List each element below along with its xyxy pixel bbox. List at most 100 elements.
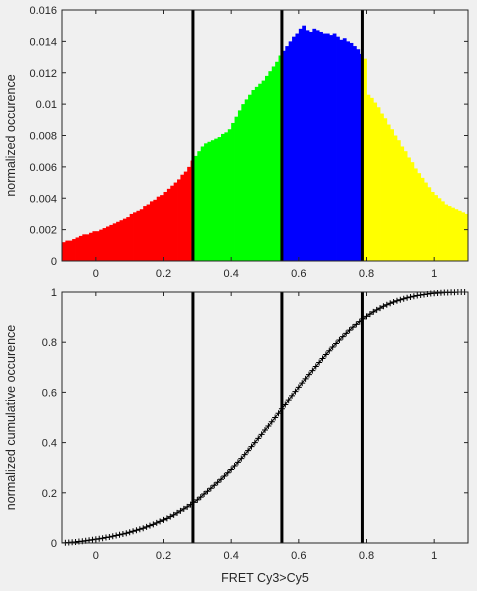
cumulative-point-marker [373, 306, 380, 313]
histogram-bar [319, 31, 323, 262]
histogram-bar [224, 132, 229, 261]
histogram-bar [434, 195, 438, 261]
cumulative-point-marker [89, 536, 96, 543]
histogram-x-tick-label: 1 [431, 268, 437, 280]
cumulative-point-marker [387, 300, 394, 307]
histogram-bar [122, 218, 127, 261]
cumulative-point-marker [146, 522, 153, 529]
cumulative-point-marker [289, 392, 296, 399]
cumulative-point-marker [275, 410, 282, 417]
cumulative-point-marker [194, 496, 201, 503]
cumulative-point-marker [377, 305, 384, 312]
cumulative-point-marker [397, 296, 404, 303]
histogram-bar [149, 201, 154, 261]
cumulative-point-marker [316, 359, 323, 366]
cumulative-point-marker [251, 439, 258, 446]
histogram-bar [254, 86, 259, 262]
histogram-bar [366, 94, 371, 262]
histogram-bar [261, 80, 266, 261]
cumulative-point-marker [390, 299, 397, 306]
cumulative-point-marker [238, 455, 245, 462]
cumulative-point-marker [109, 533, 116, 540]
cumulative-y-axis-label: normalized cumulative occurence [4, 325, 18, 511]
histogram-x-tick-label: 0.4 [224, 268, 239, 280]
histogram-bar [217, 137, 222, 261]
cumulative-point-marker [160, 516, 167, 523]
histogram-bar [166, 188, 171, 261]
histogram-y-tick-label: 0.01 [36, 99, 57, 111]
histogram-bar [383, 118, 388, 262]
cumulative-y-tick-label: 0.6 [42, 387, 57, 399]
histogram-bar [288, 41, 293, 261]
cumulative-point-marker [190, 499, 197, 506]
histogram-bar [112, 223, 117, 261]
cumulative-point-marker [211, 482, 218, 489]
cumulative-x-tick-label: 0 [93, 550, 99, 562]
histogram-bar [116, 221, 120, 261]
cumulative-point-marker [241, 451, 248, 458]
cumulative-x-tick-label: 0.8 [359, 550, 374, 562]
cumulative-point-marker [346, 327, 353, 334]
cumulative-point-marker [258, 431, 265, 438]
cumulative-point-marker [319, 355, 326, 362]
histogram-bar [227, 129, 232, 261]
cumulative-point-marker [102, 534, 109, 541]
histogram-bar [268, 71, 273, 262]
histogram-bar [346, 41, 350, 261]
histogram-bar [417, 173, 422, 261]
histogram-bar [136, 210, 141, 261]
cumulative-point-marker [177, 507, 184, 514]
cumulative-point-marker [305, 371, 312, 378]
histogram-bar [78, 235, 83, 261]
cumulative-point-marker [380, 303, 387, 310]
cumulative-point-marker [262, 427, 268, 434]
cumulative-y-tick-label: 0.2 [42, 488, 57, 500]
histogram-bar [241, 104, 246, 261]
histogram-bar [413, 168, 418, 261]
histogram-bar [234, 116, 239, 261]
histogram-bar [265, 75, 269, 261]
histogram-bar [295, 33, 300, 261]
cumulative-point-marker [123, 530, 130, 537]
cumulative-point-marker [400, 295, 407, 302]
cumulative-point-marker [370, 308, 377, 315]
histogram-bar [197, 151, 202, 261]
histogram-bar [156, 196, 161, 261]
cumulative-y-tick-label: 0.4 [42, 438, 57, 450]
histogram-bar [430, 191, 435, 261]
cumulative-point-marker [187, 501, 194, 508]
cumulative-point-marker [292, 388, 299, 395]
cumulative-point-marker [421, 291, 428, 298]
histogram-bar [210, 140, 215, 261]
cumulative-point-marker [157, 518, 164, 525]
cumulative-x-tick-label: 0.4 [224, 550, 239, 562]
histogram-bar [275, 61, 279, 261]
cumulative-point-marker [336, 336, 343, 343]
histogram-bars [62, 25, 469, 262]
histogram-bar [369, 97, 374, 261]
cumulative-x-tick-label: 0.2 [156, 550, 171, 562]
cumulative-point-marker [414, 292, 421, 299]
cumulative-y-tick-label: 0.8 [42, 337, 57, 349]
histogram-bar [129, 213, 134, 261]
histogram-bar [461, 212, 466, 261]
histogram-bar [75, 237, 80, 261]
histogram-bar [457, 210, 462, 261]
histogram-bar [119, 220, 124, 261]
histogram-bar [153, 199, 158, 261]
cumulative-point-marker [96, 535, 103, 542]
histogram-bar [325, 33, 330, 261]
cumulative-point-marker [214, 479, 221, 486]
cumulative-point-marker [130, 528, 137, 535]
cumulative-point-marker [119, 530, 126, 537]
histogram-bar [308, 31, 313, 262]
cumulative-point-marker [224, 469, 231, 476]
histogram-y-tick-label: 0.006 [29, 162, 57, 174]
histogram-bar [160, 195, 164, 261]
histogram-bar [89, 232, 93, 261]
histogram-bar [396, 140, 401, 261]
histogram-bar [292, 36, 296, 262]
histogram-bar [200, 146, 205, 261]
histogram-bar [126, 217, 131, 261]
cumulative-point-marker [339, 333, 346, 340]
